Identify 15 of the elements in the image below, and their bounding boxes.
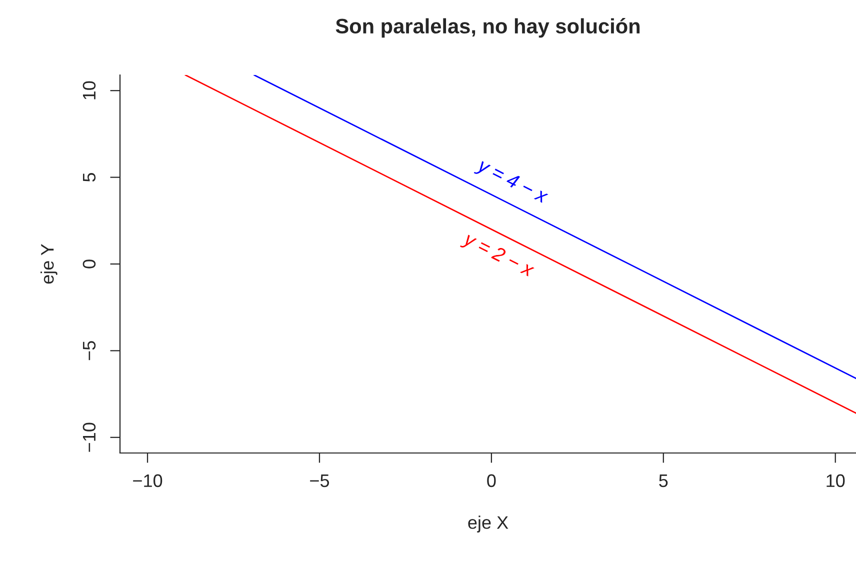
y-tick-label: −5 — [83, 341, 96, 360]
annotation: y = 4 − x — [474, 157, 550, 208]
x-tick-label: −5 — [310, 474, 330, 488]
y-tick-label: 0 — [82, 260, 96, 268]
x-tick-label: 0 — [487, 474, 496, 488]
x-tick-label: 10 — [826, 474, 845, 488]
y-axis-title: eje Y — [40, 244, 58, 284]
x-tick-label: −10 — [133, 474, 162, 488]
x-tick-label: 5 — [659, 474, 668, 488]
y-tick-label: 5 — [83, 173, 96, 182]
x-axis-title: eje X — [468, 516, 508, 532]
annotation: y = 2 − x — [460, 230, 536, 281]
y-tick-label: 10 — [82, 81, 96, 100]
y-tick-label: −10 — [82, 422, 96, 452]
chart-title: Son paralelas, no hay solución — [336, 18, 640, 38]
